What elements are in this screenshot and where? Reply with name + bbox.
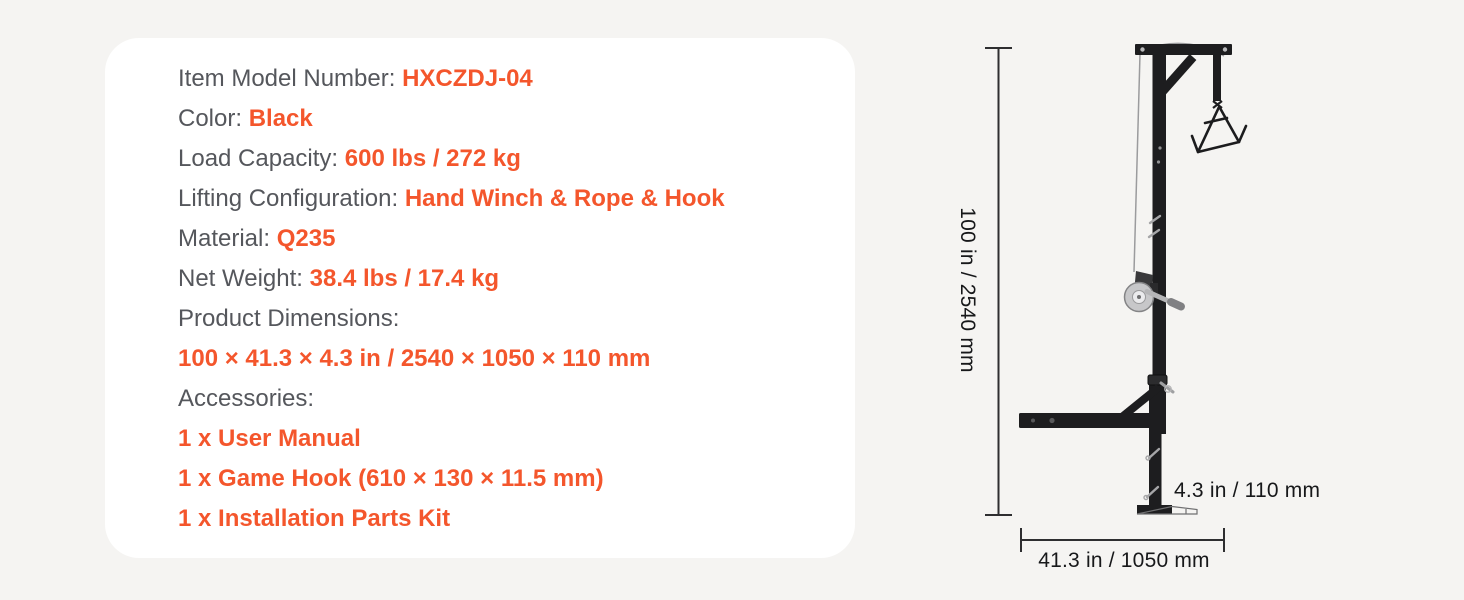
spec-value: 1 x Installation Parts Kit [178,505,451,532]
spec-value: 100 × 41.3 × 4.3 in / 2540 × 1050 × 110 … [178,345,651,372]
hand-winch [1123,271,1185,313]
spec-label: Item Model Number: [178,65,403,92]
spec-label: Accessories: [178,385,315,412]
spec-value: 38.4 lbs / 17.4 kg [309,265,500,292]
spec-line-accessory-installation-kit: 1 x Installation Parts Kit [178,499,827,539]
beam-bolt-icon [1222,47,1228,52]
hitch-hole-icon [1049,417,1055,424]
hoist-line-drawing [985,42,1248,552]
spec-value: 1 x Game Hook (610 × 130 × 11.5 mm) [178,465,604,492]
foot-plate [1136,505,1198,515]
spec-line-accessory-user-manual: 1 x User Manual [178,419,827,459]
spec-line-product-dimensions-value: 100 × 41.3 × 4.3 in / 2540 × 1050 × 110 … [178,339,827,379]
spec-label: Color: [178,105,249,132]
spec-line-net-weight: Net Weight: 38.4 lbs / 17.4 kg [178,259,827,299]
spec-line-product-dimensions-heading: Product Dimensions: [178,299,827,339]
spec-label: Load Capacity: [178,145,345,172]
height-dimension-label: 100 in / 2540 mm [956,207,979,373]
spec-line-material: Material: Q235 [178,219,827,259]
spec-line-color: Color: Black [178,99,827,139]
spec-value: HXCZDJ-04 [402,65,533,92]
main-pole [1149,44,1166,508]
spec-value: 600 lbs / 272 kg [344,145,521,172]
spec-value: Q235 [276,225,336,252]
adjustment-clamp [1147,374,1175,394]
top-beam [1135,44,1232,95]
arm-brace [1119,383,1162,421]
spec-line-lifting-configuration: Lifting Configuration: Hand Winch & Rope… [178,179,827,219]
height-dimension-line [985,47,1012,516]
spec-line-load-capacity: Load Capacity: 600 lbs / 272 kg [178,139,827,179]
depth-dimension-label: 4.3 in / 110 mm [1174,479,1321,502]
spec-value: 1 x User Manual [178,425,361,452]
spec-label: Product Dimensions: [178,305,400,332]
width-dimension-label: 41.3 in / 1050 mm [1038,549,1210,572]
lower-pins [1143,447,1161,501]
spec-line-model: Item Model Number: HXCZDJ-04 [178,59,827,99]
hitch-hole-icon [1031,418,1035,423]
spec-card: Item Model Number: HXCZDJ-04 Color: Blac… [105,38,855,558]
spec-line-accessory-game-hook: 1 x Game Hook (610 × 130 × 11.5 mm) [178,459,827,499]
spec-value: Black [248,105,313,132]
top-brace [1158,54,1197,95]
gambrel-hook [1190,105,1248,154]
beam-bolt-icon [1140,47,1145,52]
spec-value: Hand Winch & Rope & Hook [404,185,725,212]
pole-pins [1147,146,1162,239]
hitch-arm [1019,383,1166,428]
spec-label: Lifting Configuration: [178,185,405,212]
spec-label: Material: [178,225,277,252]
spec-label: Net Weight: [178,265,310,292]
hanging-strap [1212,55,1223,109]
width-dimension-line [1020,528,1225,552]
spec-line-accessories-heading: Accessories: [178,379,827,419]
